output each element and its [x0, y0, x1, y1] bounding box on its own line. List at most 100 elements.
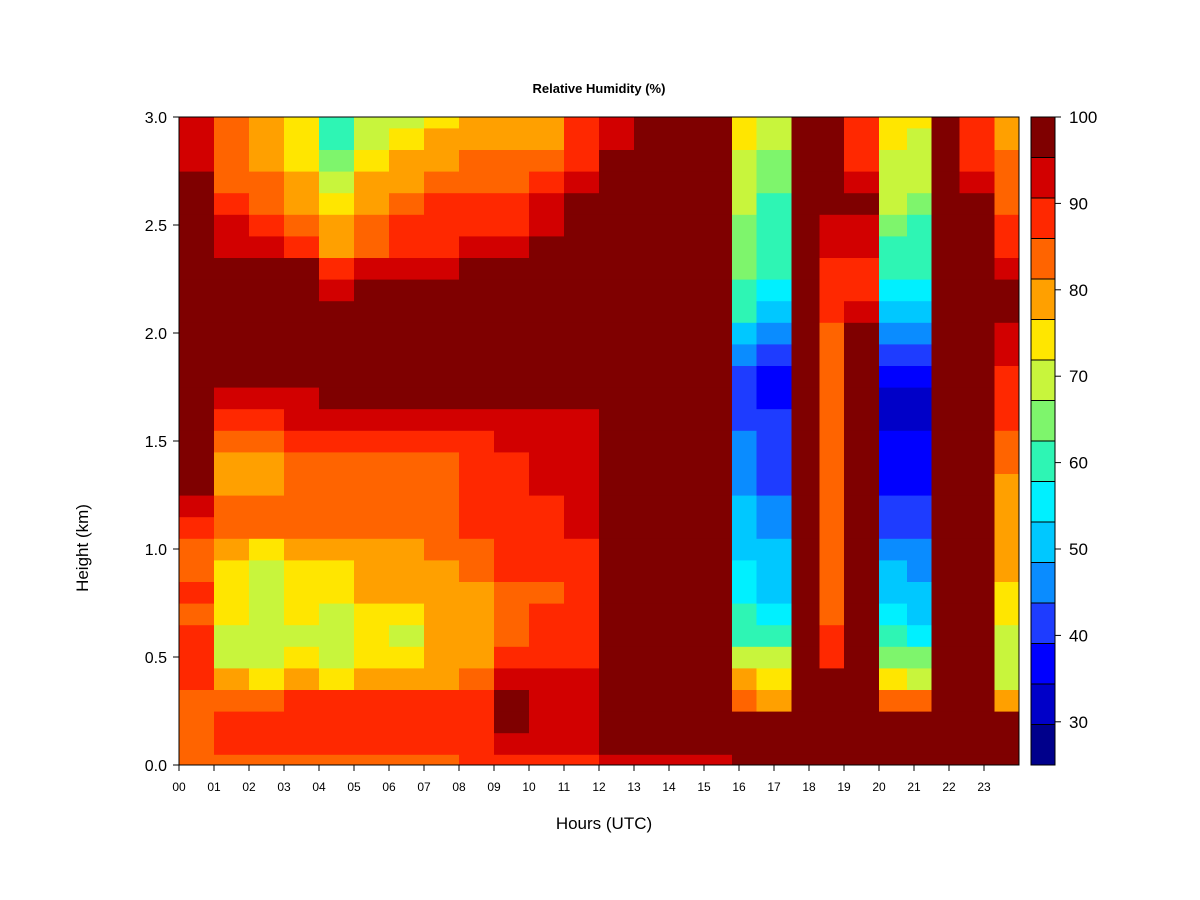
heatmap-cell	[959, 387, 996, 410]
heatmap-cell	[494, 127, 530, 150]
heatmap-cell	[249, 279, 285, 302]
heatmap-cell	[634, 408, 670, 431]
heatmap-cell	[634, 171, 670, 194]
colorbar-swatch	[1030, 481, 1056, 523]
heatmap-cell	[704, 279, 733, 302]
heatmap-cell	[179, 495, 215, 518]
heatmap-cell	[931, 257, 961, 280]
heatmap-cell	[844, 214, 880, 237]
heatmap-cell	[179, 559, 215, 582]
heatmap-cell	[907, 689, 933, 712]
heatmap-cell	[819, 646, 845, 669]
heatmap-cell	[389, 235, 425, 258]
heatmap-cell	[634, 430, 670, 453]
heatmap-cell	[756, 149, 793, 172]
heatmap-cell	[819, 581, 845, 604]
heatmap-cell	[494, 117, 530, 129]
heatmap-cell	[529, 171, 565, 194]
heatmap-cell	[249, 300, 285, 323]
heatmap-cell	[844, 192, 880, 215]
heatmap-cell	[494, 300, 530, 323]
heatmap-cell	[214, 732, 250, 755]
heatmap-cell	[459, 235, 495, 258]
x-tick-label: 10	[522, 780, 536, 794]
heatmap-cell	[819, 365, 845, 388]
heatmap-cell	[931, 538, 961, 561]
heatmap-cell	[704, 451, 733, 474]
heatmap-cell	[819, 149, 845, 172]
heatmap-cell	[424, 516, 460, 539]
heatmap-cell	[791, 624, 821, 647]
colorbar-swatch	[1030, 521, 1056, 563]
heatmap-cell	[959, 300, 996, 323]
heatmap-cell	[791, 646, 821, 669]
heatmap-cell	[564, 343, 600, 366]
heatmap-cell	[354, 322, 390, 345]
heatmap-cell	[907, 171, 933, 194]
heatmap-cell	[494, 149, 530, 172]
heatmap-cell	[214, 171, 250, 194]
heatmap-cell	[819, 732, 845, 755]
heatmap-cell	[844, 149, 880, 172]
heatmap-cell	[907, 495, 933, 518]
heatmap-cell	[424, 408, 460, 431]
heatmap-cell	[907, 279, 933, 302]
heatmap-cell	[529, 516, 565, 539]
heatmap-cell	[389, 581, 425, 604]
heatmap-cell	[791, 235, 821, 258]
heatmap-cell	[994, 624, 1019, 647]
heatmap-cell	[564, 754, 600, 765]
heatmap-cell	[459, 343, 495, 366]
heatmap-cell	[844, 300, 880, 323]
colorbar-swatch	[1030, 562, 1056, 604]
heatmap-cell	[669, 300, 705, 323]
x-tick-label: 17	[767, 780, 781, 794]
heatmap-cell	[704, 689, 733, 712]
heatmap-cell	[819, 538, 845, 561]
heatmap-cell	[791, 322, 821, 345]
heatmap-cell	[599, 516, 635, 539]
heatmap-cell	[424, 495, 460, 518]
heatmap-cell	[459, 279, 495, 302]
heatmap-cell	[819, 495, 845, 518]
heatmap-cell	[994, 473, 1019, 496]
heatmap-cell	[529, 149, 565, 172]
heatmap-cell	[959, 495, 996, 518]
colorbar-swatch	[1030, 683, 1056, 725]
heatmap-cell	[354, 711, 390, 734]
heatmap-cell	[319, 689, 355, 712]
heatmap-cell	[529, 732, 565, 755]
heatmap-cell	[564, 732, 600, 755]
heatmap-cell	[732, 117, 758, 129]
heatmap-cell	[732, 408, 758, 431]
heatmap-cell	[756, 430, 793, 453]
heatmap-cell	[931, 667, 961, 690]
heatmap-cell	[791, 538, 821, 561]
heatmap-cell	[599, 300, 635, 323]
heatmap-cell	[494, 257, 530, 280]
x-tick-label: 22	[942, 780, 956, 794]
heatmap-cell	[179, 171, 215, 194]
heatmap-cell	[424, 451, 460, 474]
heatmap-cell	[844, 279, 880, 302]
heatmap-cell	[634, 192, 670, 215]
heatmap-cell	[669, 192, 705, 215]
heatmap-cell	[389, 624, 425, 647]
heatmap-cell	[959, 603, 996, 626]
heatmap-cell	[179, 235, 215, 258]
heatmap-cell	[424, 581, 460, 604]
heatmap-cell	[756, 711, 793, 734]
heatmap-cell	[844, 732, 880, 755]
heatmap-cell	[564, 559, 600, 582]
heatmap-cell	[354, 300, 390, 323]
heatmap-cell	[599, 257, 635, 280]
heatmap-cell	[354, 646, 390, 669]
heatmap-cell	[389, 667, 425, 690]
heatmap-cell	[459, 624, 495, 647]
heatmap-cell	[819, 127, 845, 150]
heatmap-cell	[669, 235, 705, 258]
heatmap-cell	[319, 754, 355, 765]
heatmap-cell	[844, 603, 880, 626]
heatmap-cell	[634, 127, 670, 150]
heatmap-cell	[529, 279, 565, 302]
